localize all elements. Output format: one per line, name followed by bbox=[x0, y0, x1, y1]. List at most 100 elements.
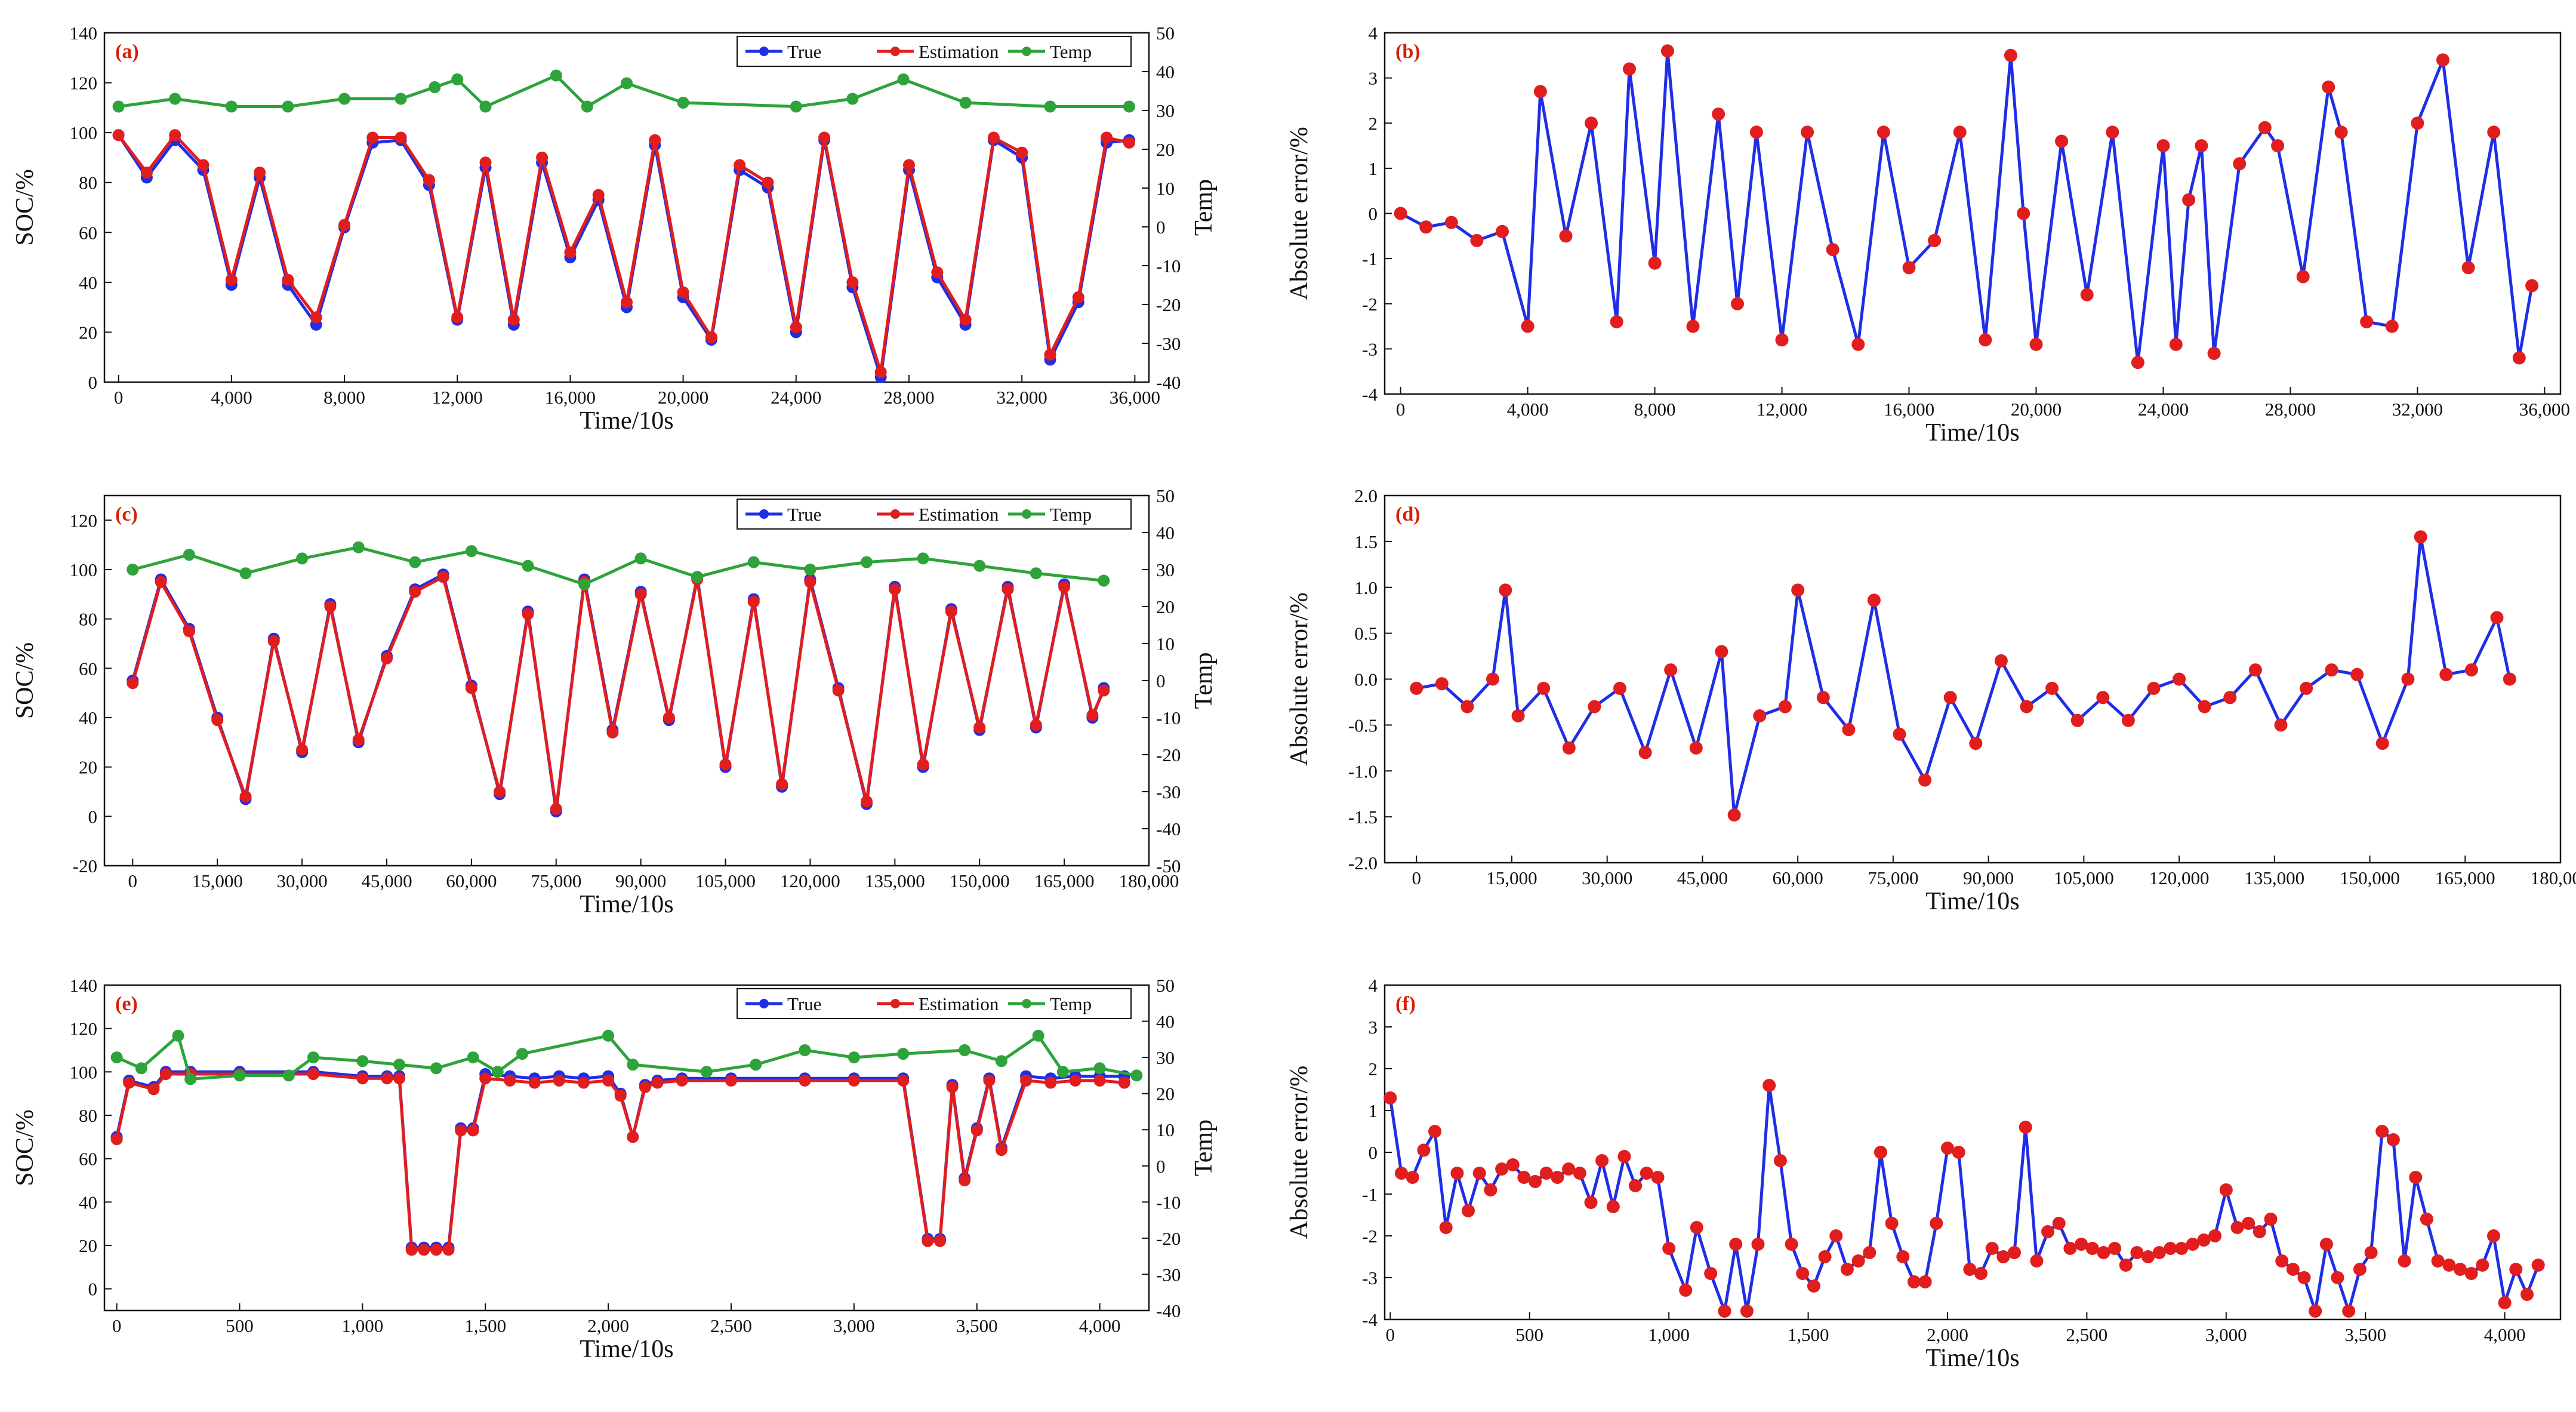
data-point bbox=[1851, 1254, 1865, 1268]
data-point bbox=[2019, 1121, 2032, 1134]
data-point bbox=[338, 93, 350, 105]
data-point bbox=[2030, 1254, 2044, 1268]
panel-label: (c) bbox=[115, 503, 138, 525]
data-point bbox=[2525, 279, 2539, 293]
data-point bbox=[2020, 700, 2033, 713]
data-point bbox=[1762, 1079, 1776, 1092]
data-point bbox=[2411, 116, 2424, 130]
x-tick-label: 4,000 bbox=[1507, 399, 1549, 420]
x-tick-label: 28,000 bbox=[2265, 399, 2316, 420]
plot-frame bbox=[103, 494, 1150, 867]
y-tick-label: 80 bbox=[79, 1105, 97, 1126]
data-point bbox=[1123, 100, 1135, 113]
data-point bbox=[1410, 681, 1423, 695]
data-point bbox=[1785, 1238, 1798, 1251]
data-point bbox=[140, 167, 153, 179]
data-point bbox=[1058, 580, 1071, 593]
x-tick-label: 3,500 bbox=[956, 1315, 998, 1336]
data-point bbox=[790, 100, 802, 113]
data-point bbox=[1876, 125, 1890, 139]
series-line-absolute-error bbox=[1416, 535, 2512, 817]
data-point bbox=[1941, 1142, 1954, 1155]
data-point bbox=[1511, 709, 1525, 722]
data-point bbox=[848, 1051, 860, 1064]
panel-label: (a) bbox=[115, 41, 139, 63]
data-point bbox=[2173, 672, 2186, 686]
x-tick-label: 0 bbox=[1386, 1324, 1395, 1345]
y-tick-label: -4 bbox=[1362, 384, 1378, 405]
data-point bbox=[734, 159, 746, 171]
data-point bbox=[2156, 139, 2170, 153]
y2-tick-label: -10 bbox=[1156, 707, 1181, 728]
y2-tick-label: -20 bbox=[1156, 745, 1181, 765]
series-line-absolute-error bbox=[1400, 49, 2534, 364]
data-point bbox=[1444, 216, 1458, 229]
data-point bbox=[2461, 261, 2475, 275]
y-axis-label: Absolute error/% bbox=[1286, 127, 1313, 300]
data-point bbox=[1749, 125, 1763, 139]
data-point bbox=[1715, 645, 1728, 659]
y-tick-label: 3 bbox=[1369, 1017, 1378, 1038]
data-point bbox=[917, 758, 929, 771]
data-point bbox=[1470, 233, 1484, 247]
data-point bbox=[1406, 1171, 1419, 1184]
data-point bbox=[2197, 1233, 2211, 1247]
data-point bbox=[1985, 1242, 1999, 1255]
series-line-absolute-error bbox=[1388, 1084, 2540, 1313]
data-point bbox=[634, 588, 647, 601]
legend-box bbox=[737, 36, 1132, 67]
data-point bbox=[700, 1066, 713, 1078]
legend-label: True bbox=[787, 993, 821, 1014]
y-tick-label: 4 bbox=[1369, 975, 1378, 996]
data-point bbox=[1712, 107, 1725, 121]
data-point bbox=[848, 1074, 860, 1087]
data-point bbox=[2531, 1259, 2545, 1272]
data-point bbox=[1928, 233, 1942, 247]
data-point bbox=[356, 1072, 369, 1085]
y-tick-label: 0.0 bbox=[1354, 669, 1378, 690]
x-tick-label: 0 bbox=[1396, 399, 1406, 420]
data-point bbox=[437, 571, 449, 583]
y2-tick-label: -10 bbox=[1156, 1192, 1181, 1213]
y2-tick-label: 40 bbox=[1156, 61, 1175, 82]
data-point bbox=[2008, 1246, 2021, 1259]
data-point bbox=[1562, 1162, 1576, 1176]
data-point bbox=[2131, 356, 2144, 370]
data-point bbox=[479, 156, 492, 169]
data-point bbox=[2334, 125, 2348, 139]
data-point bbox=[442, 1244, 455, 1256]
y-tick-label: 2.0 bbox=[1354, 485, 1378, 506]
data-point bbox=[1638, 746, 1652, 759]
data-point bbox=[1778, 700, 1792, 713]
data-point bbox=[2208, 1229, 2222, 1242]
data-point bbox=[2186, 1238, 2199, 1251]
data-point bbox=[1428, 1125, 1441, 1138]
data-point bbox=[522, 559, 534, 572]
x-tick-label: 2,500 bbox=[710, 1315, 752, 1336]
data-point bbox=[897, 1074, 910, 1087]
series-line-estimation bbox=[131, 575, 1105, 811]
data-point bbox=[627, 1131, 639, 1143]
plot-frame bbox=[103, 984, 1150, 1312]
data-point bbox=[602, 1029, 615, 1042]
data-point bbox=[296, 743, 309, 756]
data-point bbox=[578, 578, 591, 590]
x-tick-label: 180,000 bbox=[2531, 867, 2576, 888]
y2-axis-label: Temp bbox=[1190, 1119, 1218, 1176]
data-point bbox=[2436, 53, 2449, 67]
data-point bbox=[1551, 1171, 1564, 1184]
y-tick-label: 80 bbox=[79, 609, 97, 630]
y-axis-label: SOC/% bbox=[11, 1109, 39, 1186]
y2-tick-label: 20 bbox=[1156, 1084, 1175, 1105]
data-point bbox=[1118, 1076, 1130, 1089]
data-point bbox=[1874, 1146, 1887, 1159]
y2-tick-label: 20 bbox=[1156, 596, 1175, 617]
data-point bbox=[405, 1244, 418, 1256]
y-axis-label: SOC/% bbox=[11, 169, 39, 245]
data-point bbox=[296, 552, 309, 565]
data-point bbox=[1093, 1074, 1106, 1087]
x-tick-label: 4,000 bbox=[211, 387, 252, 408]
data-point bbox=[1439, 1221, 1453, 1234]
y-tick-label: 60 bbox=[79, 222, 97, 243]
data-point bbox=[2258, 121, 2272, 134]
